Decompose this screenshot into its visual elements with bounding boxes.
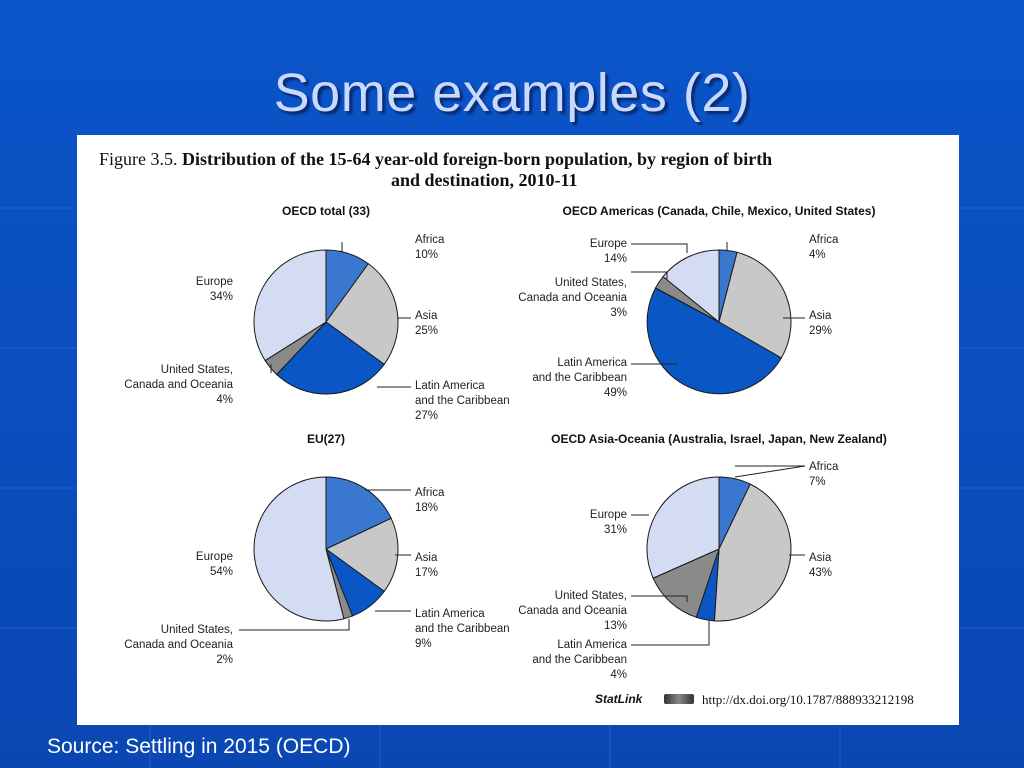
slide-title: Some examples (2) [273, 63, 751, 123]
pie-label-asia: Asia 29% [809, 310, 832, 337]
pie-chart-3: EU(27) Africa 18% Asia 17% Latin America and t… [124, 432, 509, 666]
pie-label-latin-america-and-the-caribbean: Latin America and the Caribbean 9% [415, 608, 510, 650]
pie-chart-1: OECD total (33) Africa 10% Asia 25% Latin Ame… [124, 204, 509, 422]
pie-label-asia: Asia 17% [415, 552, 438, 579]
pie-label-africa: Africa 18% [415, 487, 445, 514]
leader-line [734, 465, 806, 478]
pie-chart-2: OECD Americas (Canada, Chile, Mexico, Un… [518, 204, 875, 399]
statlink-icon [664, 694, 694, 704]
pie-label-united-states-canada-and-oceania: United States, Canada and Oceania 2% [124, 624, 233, 666]
pie-label-asia: Asia 43% [809, 552, 832, 579]
pie-label-united-states-canada-and-oceania: United States, Canada and Oceania 3% [518, 277, 627, 319]
pie-label-united-states-canada-and-oceania: United States, Canada and Oceania 4% [124, 364, 233, 406]
pie-label-asia: Asia 25% [415, 310, 438, 337]
pie-slice-asia [325, 263, 399, 366]
pie-label-africa: Africa 10% [415, 234, 445, 261]
pie-label-latin-america-and-the-caribbean: Latin America and the Caribbean 27% [415, 380, 510, 422]
pie-label-africa: Africa 7% [809, 461, 839, 488]
pie-label-europe: Europe 14% [590, 238, 627, 265]
leader-line [631, 243, 688, 253]
pie-slice-africa [325, 476, 392, 550]
pie-label-united-states-canada-and-oceania: United States, Canada and Oceania 13% [518, 590, 627, 632]
pie-slice-europe [253, 476, 345, 622]
source-caption: Source: Settling in 2015 (OECD) [47, 735, 351, 758]
leader-line [631, 621, 710, 646]
statlink-url[interactable]: http://dx.doi.org/10.1787/888933212198 [702, 692, 914, 707]
figure-panel: Figure 3.5. Distribution of the 15-64 ye… [77, 135, 959, 725]
pie-chart-title: OECD total (33) [282, 204, 370, 218]
pie-slice-asia [713, 483, 792, 622]
pie-label-latin-america-and-the-caribbean: Latin America and the Caribbean 4% [532, 639, 627, 681]
figure-title-line2: and destination, 2010-11 [391, 170, 578, 190]
leader-line [239, 619, 350, 631]
figure-number: Figure 3.5. [99, 149, 178, 169]
pie-label-latin-america-and-the-caribbean: Latin America and the Caribbean 49% [532, 357, 627, 399]
pie-chart-title: OECD Asia-Oceania (Australia, Israel, Ja… [551, 432, 887, 446]
figure-title: Figure 3.5. Distribution of the 15-64 ye… [99, 149, 939, 191]
pie-chart-4: OECD Asia-Oceania (Australia, Israel, Ja… [518, 432, 887, 681]
pie-slice-united-states-canada-and-oceania [652, 548, 720, 618]
pie-slice-asia [718, 251, 792, 359]
pie-slice-europe [646, 476, 720, 579]
leader-line [631, 271, 668, 280]
pie-label-europe: Europe 31% [590, 509, 627, 536]
pie-chart-title: EU(27) [307, 432, 345, 446]
pie-charts: OECD total (33) Africa 10% Asia 25% Latin Ame… [124, 204, 887, 681]
pie-label-europe: Europe 34% [196, 276, 233, 303]
pie-slice-asia [325, 517, 399, 593]
pie-chart-title: OECD Americas (Canada, Chile, Mexico, Un… [563, 204, 876, 218]
statlink-label: StatLink [595, 692, 643, 706]
pie-slice-latin-america-and-the-caribbean [646, 287, 783, 395]
pie-slice-europe [253, 249, 327, 362]
figure-title-line1: Distribution of the 15-64 year-old forei… [182, 149, 773, 169]
pie-slice-latin-america-and-the-caribbean [276, 321, 385, 395]
pie-label-africa: Africa 4% [809, 234, 839, 261]
leader-line [631, 595, 688, 602]
pie-label-europe: Europe 54% [196, 551, 233, 578]
pie-slice-europe [662, 249, 720, 324]
